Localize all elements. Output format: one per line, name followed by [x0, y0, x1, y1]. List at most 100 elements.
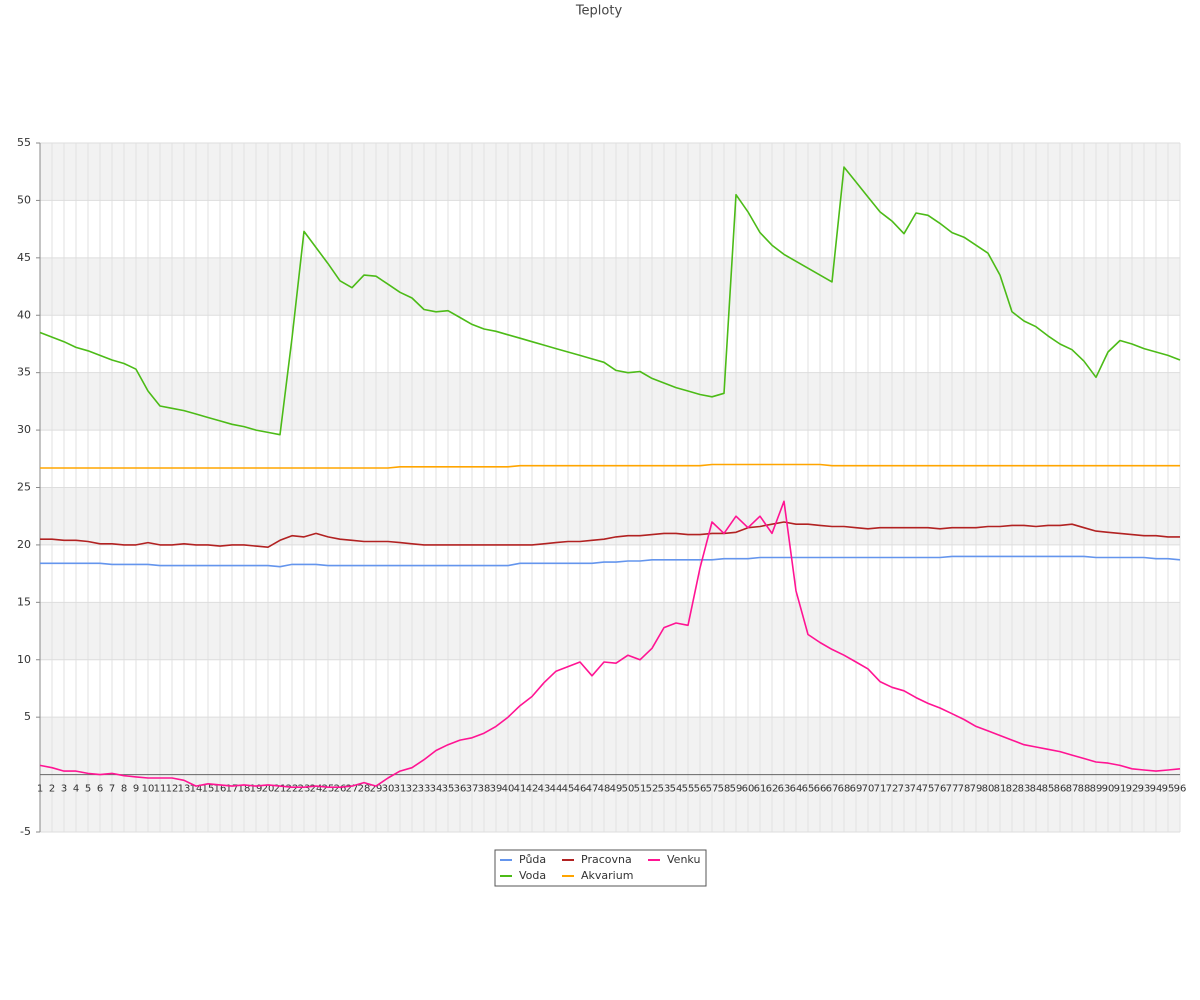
legend-box — [494, 849, 707, 887]
y-tick-label: 45 — [17, 251, 31, 264]
x-tick-label: 53 — [658, 784, 671, 795]
x-tick-label: 28 — [358, 784, 371, 795]
x-tick-label: 54 — [670, 784, 683, 795]
legend-label: Venku — [667, 853, 700, 866]
x-tick-label: 6 — [97, 784, 103, 795]
x-tick-label: 64 — [790, 784, 803, 795]
y-tick-label: 10 — [17, 653, 31, 666]
grid-band — [40, 487, 1180, 545]
x-tick-label: 67 — [826, 784, 839, 795]
x-tick-label: 4 — [73, 784, 79, 795]
x-tick-label: 91 — [1114, 784, 1127, 795]
series-line — [40, 555, 1181, 568]
x-tick-label: 29 — [370, 784, 383, 795]
y-tick-label: 25 — [17, 481, 31, 494]
series-line — [39, 166, 1181, 436]
x-tick-label: 63 — [778, 784, 791, 795]
x-tick-label: 90 — [1102, 784, 1115, 795]
x-tick-label: 16 — [214, 784, 227, 795]
x-tick-label: 66 — [814, 784, 827, 795]
x-tick-label: 18 — [238, 784, 251, 795]
x-tick-label: 59 — [730, 784, 743, 795]
x-tick-label: 8 — [121, 784, 127, 795]
legend: Půda Voda Pracovna Akvarium Venku — [494, 849, 707, 887]
x-tick-label: 22 — [286, 784, 299, 795]
x-tick-label: 12 — [166, 784, 179, 795]
x-tick-label: 88 — [1078, 784, 1091, 795]
x-tick-label: 39 — [490, 784, 503, 795]
x-tick-label: 94 — [1150, 784, 1163, 795]
x-tick-label: 79 — [970, 784, 983, 795]
legend-label: Akvarium — [581, 869, 633, 882]
series-line — [40, 521, 1180, 548]
x-tick-label: 2 — [49, 784, 55, 795]
series-line — [40, 463, 1180, 469]
x-tick-label: 47 — [586, 784, 599, 795]
y-tick-label: 15 — [17, 595, 31, 608]
x-tick-label: 13 — [178, 784, 191, 795]
x-tick-label: 93 — [1138, 784, 1151, 795]
legend-label: Pracovna — [581, 853, 632, 866]
x-tick-label: 89 — [1090, 784, 1103, 795]
x-tick-label: 46 — [574, 784, 587, 795]
x-tick-label: 77 — [946, 784, 959, 795]
x-tick-label: 75 — [922, 784, 935, 795]
x-tick-label: 71 — [874, 784, 887, 795]
x-tick-label: 86 — [1054, 784, 1067, 795]
y-tick-label: 55 — [17, 136, 31, 149]
x-tick-label: 7 — [109, 784, 115, 795]
x-tick-label: 25 — [322, 784, 335, 795]
x-tick-label: 21 — [274, 784, 287, 795]
x-tick-label: 1 — [37, 784, 43, 795]
x-tick-label: 27 — [346, 784, 359, 795]
x-tick-label: 60 — [742, 784, 755, 795]
x-tick-label: 38 — [478, 784, 491, 795]
y-tick-label: 20 — [17, 538, 31, 551]
chart-title: Teploty — [575, 4, 623, 19]
x-tick-label: 51 — [634, 784, 647, 795]
x-tick-label: 83 — [1018, 784, 1031, 795]
y-tick-label: 35 — [17, 366, 31, 379]
x-tick-label: 48 — [598, 784, 611, 795]
y-tick-label: -5 — [20, 825, 31, 838]
x-tick-label: 34 — [430, 784, 443, 795]
y-tick-label: 30 — [17, 423, 31, 436]
x-tick-label: 78 — [958, 784, 971, 795]
grid-band — [40, 257, 1180, 316]
x-tick-label: 31 — [394, 784, 407, 795]
x-tick-label: 62 — [766, 784, 779, 795]
grid-band — [40, 143, 1180, 201]
x-tick-label: 95 — [1162, 784, 1175, 795]
x-tick-label: 23 — [298, 784, 311, 795]
x-tick-label: 69 — [850, 784, 863, 795]
x-tick-label: 92 — [1126, 784, 1139, 795]
x-tick-label: 84 — [1030, 784, 1043, 795]
x-tick-label: 76 — [934, 784, 947, 795]
x-tick-label: 49 — [610, 784, 623, 795]
x-tick-label: 26 — [334, 784, 347, 795]
x-tick-label: 32 — [406, 784, 419, 795]
series-line — [39, 500, 1181, 788]
x-tick-label: 58 — [718, 784, 731, 795]
x-tick-label: 19 — [250, 784, 263, 795]
x-tick-label: 61 — [754, 784, 767, 795]
x-tick-label: 80 — [982, 784, 995, 795]
x-tick-label: 36 — [454, 784, 467, 795]
legend-label: Půda — [519, 853, 546, 866]
y-tick-label: 5 — [24, 710, 31, 723]
x-tick-label: 15 — [202, 784, 215, 795]
x-tick-label: 33 — [418, 784, 431, 795]
x-tick-label: 9 — [133, 784, 139, 795]
x-tick-label: 85 — [1042, 784, 1055, 795]
x-tick-label: 14 — [190, 784, 203, 795]
x-tick-label: 74 — [910, 784, 923, 795]
x-tick-label: 20 — [262, 784, 275, 795]
x-tick-label: 81 — [994, 784, 1007, 795]
x-tick-label: 57 — [706, 784, 719, 795]
y-tick-label: 40 — [17, 308, 31, 321]
x-tick-label: 24 — [310, 784, 323, 795]
x-tick-label: 37 — [466, 784, 479, 795]
x-tick-label: 40 — [502, 784, 515, 795]
